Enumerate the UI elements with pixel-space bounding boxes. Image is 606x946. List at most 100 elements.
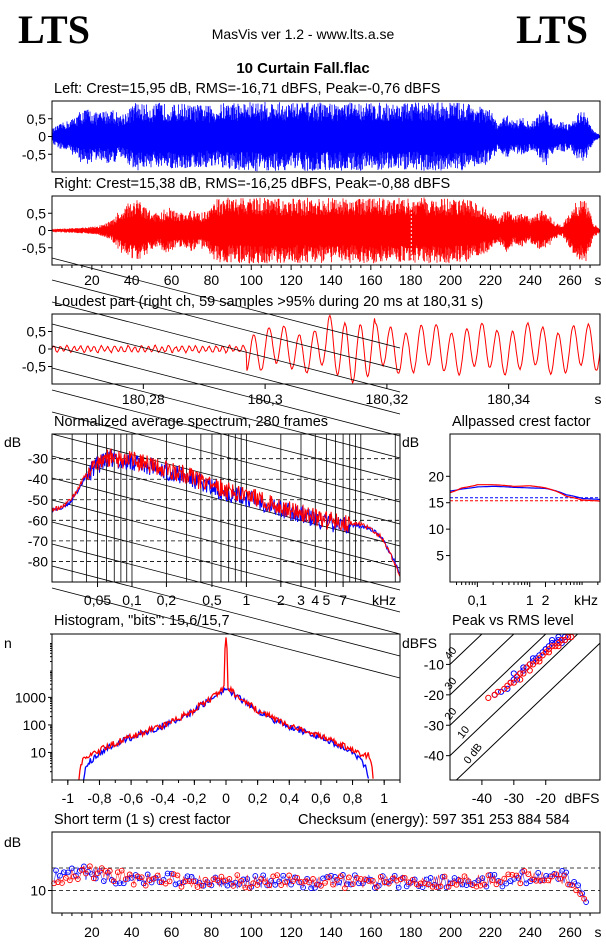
peakrms-crest-line-2 (449, 633, 547, 726)
peakrms-point (520, 664, 527, 671)
histogram-xtick-label-10: 1 (380, 790, 388, 806)
histogram-frame (51, 633, 401, 781)
histogram-panel: n 1000 100 10 -1 -0,8 -0,6 -0,4 -0,2 0 0,2 0,4 0,6 0,… (4, 633, 401, 806)
peakrms-point (504, 685, 511, 692)
histogram-xtick-label-6: 0,2 (248, 790, 268, 806)
histogram-xtick-label-7: 0,4 (280, 790, 300, 806)
shortterm-point (473, 883, 480, 890)
peakrms-crest-label-0: 0 dB (462, 741, 485, 766)
spectrum-xtick-label-3: 0,5 (202, 592, 222, 608)
shortterm-point (144, 871, 151, 878)
shortterm-point (491, 871, 498, 878)
shortterm-point (437, 883, 444, 890)
peakrms-point (545, 649, 553, 656)
shortterm-point (453, 881, 460, 888)
spectrum-ytick-label-5: -80 (28, 553, 48, 569)
shortterm-point (280, 872, 287, 879)
shortterm-point (134, 873, 141, 880)
shortterm-xunit: s (595, 924, 602, 940)
shortterm-point (67, 877, 73, 884)
shortterm-point (425, 881, 432, 888)
left-waveform-trace (51, 102, 601, 172)
histogram-xtick-label-5: 0 (222, 790, 230, 806)
peakrms-crest-line-3 (449, 633, 515, 696)
shortterm-point (110, 878, 117, 885)
peakrms-point (520, 670, 527, 677)
peakrms-point (523, 664, 530, 671)
spectrum-ylabel: dB (4, 434, 21, 450)
peakrms-point (549, 640, 556, 647)
peakrms-crest-label-2: 20 (443, 706, 460, 723)
spectrum-ytick-label-3: -60 (28, 512, 48, 528)
shortterm-xtick-label-4: 100 (240, 924, 264, 940)
right-xtick-label-6: 140 (319, 272, 343, 288)
shortterm-point (302, 878, 308, 885)
shortterm-point (373, 884, 380, 890)
left-ytick-label-0: 0,5 (27, 111, 47, 127)
shortterm-point (98, 865, 105, 871)
right-xtick-label-12: 260 (558, 272, 582, 288)
shortterm-xtick-label-6: 140 (319, 924, 343, 940)
right-xtick-label-10: 220 (479, 272, 503, 288)
shortterm-xtick-label-9: 200 (439, 924, 463, 940)
shortterm-point (190, 878, 197, 885)
shortterm-xtick-label-5: 120 (279, 924, 303, 940)
peakrms-point (485, 694, 492, 702)
shortterm-point (122, 876, 129, 882)
peakrms-point (510, 670, 517, 677)
right-panel: 0,5 0-0,5 20 40 60 80 100 120 140 160 180 200 220 240… (22, 195, 602, 288)
shortterm-point (575, 882, 581, 889)
shortterm-point (200, 882, 207, 889)
peakrms-ylabel: dBFS (402, 635, 437, 651)
loudest-xtick-label-3: 180,34 (487, 391, 530, 407)
histogram-ylabel: n (4, 635, 12, 651)
file-title: 10 Curtain Fall.flac (236, 60, 370, 77)
shortterm-point (242, 884, 249, 891)
shortterm-point (537, 878, 544, 884)
peakrms-point (491, 691, 498, 698)
shortterm-point (202, 876, 209, 883)
shortterm-point (543, 872, 550, 879)
shortterm-point (146, 877, 153, 883)
shortterm-xtick-label-0: 20 (84, 924, 100, 940)
shortterm-point (252, 873, 259, 879)
peakrms-point (555, 643, 562, 650)
spectrum-slope-13 (51, 543, 401, 635)
peakrms-frame (449, 633, 601, 781)
peakrms-point (533, 658, 540, 665)
lts-logo-left: LTS (18, 7, 90, 52)
shortterm-point (186, 878, 193, 884)
shortterm-point (150, 875, 157, 882)
loudest-ytick-label-0: 0,5 (27, 324, 47, 340)
shortterm-point (308, 885, 314, 892)
histogram-title: Histogram, "bits": 15,6/15,7 (54, 613, 230, 629)
right-xtick-label-5: 120 (279, 272, 303, 288)
spectrum-slope-2 (51, 301, 401, 393)
spectrum-slope-11 (51, 499, 401, 591)
shortterm-point (445, 883, 452, 890)
peakrms-point (539, 649, 546, 656)
peakrms-crest-label-3: 30 (443, 675, 460, 692)
shortterm-point (172, 881, 179, 888)
loudest-xunit: s (595, 391, 602, 407)
allpass-xtick-label-2: 2 (542, 592, 550, 608)
peakrms-crest-line-4 (449, 633, 483, 665)
shortterm-point (94, 870, 101, 877)
shortterm-point (545, 877, 552, 884)
spectrum-slope-14 (51, 565, 401, 657)
shortterm-point (75, 876, 81, 882)
app-title: MasVis ver 1.2 - www.lts.a.se (211, 26, 395, 42)
right-xtick-label-9: 200 (439, 272, 463, 288)
histogram-xtick-label-0: -1 (62, 790, 75, 806)
histogram-series-0 (82, 686, 370, 781)
peakrms-xtick-label-1: -30 (504, 790, 524, 806)
shortterm-point (433, 884, 440, 891)
spectrum-slope-7 (51, 411, 401, 503)
loudest-xtick-label-1: 180,3 (248, 391, 283, 407)
shortterm-point (499, 883, 506, 890)
peakrms-point (501, 685, 508, 692)
shortterm-point (226, 876, 233, 882)
left-ytick-label-1: 0 (38, 129, 46, 145)
